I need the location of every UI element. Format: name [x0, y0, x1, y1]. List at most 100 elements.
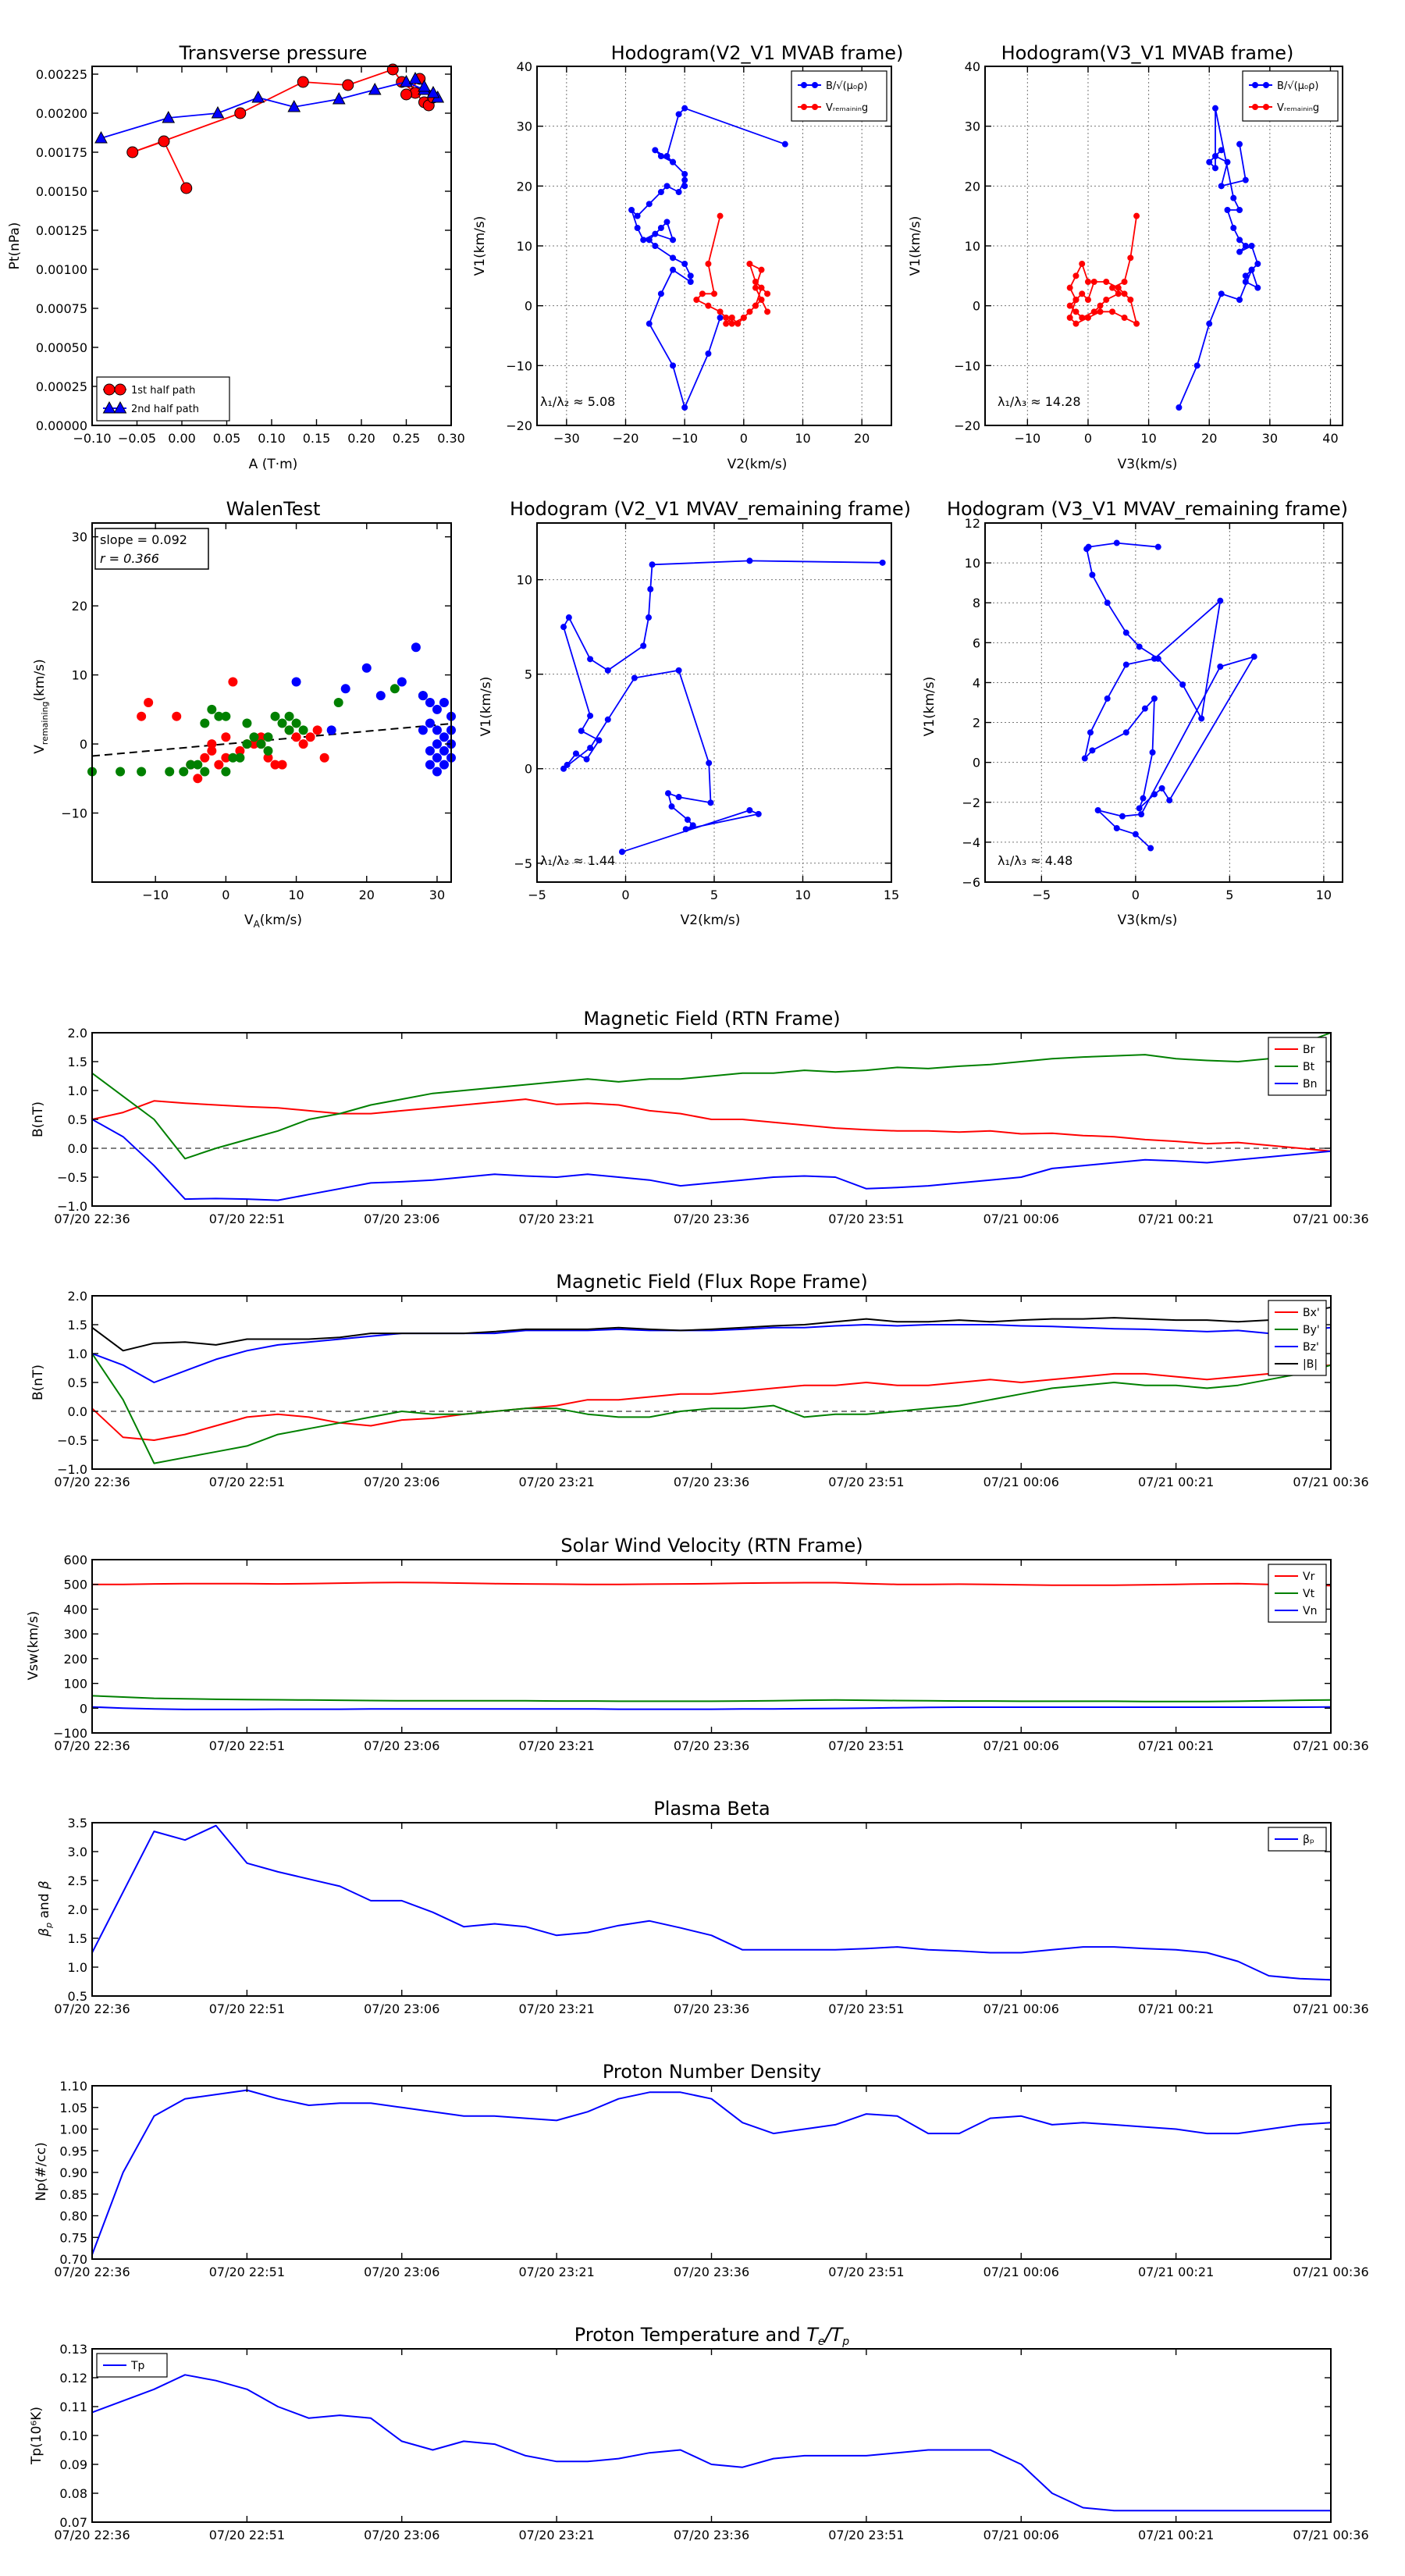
y-tick-label: 8 — [973, 596, 980, 610]
y-tick-label: 0.0 — [68, 1404, 87, 1419]
x-tick-label: 0 — [740, 431, 748, 446]
x-tick-label: 07/20 23:06 — [364, 1475, 439, 1489]
legend-label: Bn — [1303, 1078, 1317, 1091]
x-tick-label: 5 — [710, 888, 718, 902]
data-point — [1103, 279, 1110, 285]
x-tick-label: 07/20 22:51 — [209, 2265, 285, 2279]
x-tick-label: 40 — [1322, 431, 1338, 446]
series-line — [91, 1695, 1332, 1703]
data-point — [560, 624, 567, 631]
legend-label: |B| — [1303, 1358, 1318, 1371]
data-point — [1081, 755, 1088, 762]
x-tick-label: 07/21 00:21 — [1138, 2265, 1214, 2279]
data-point — [668, 803, 675, 810]
x-tick-label: 0.05 — [213, 431, 241, 446]
data-point — [1072, 308, 1080, 315]
legend-label: Bx' — [1303, 1307, 1320, 1319]
series-line — [91, 2089, 1332, 2255]
data-point — [116, 767, 126, 777]
data-point — [1248, 243, 1255, 249]
data-point — [1127, 297, 1134, 303]
x-tick-label: 07/20 23:06 — [364, 1212, 439, 1226]
data-point — [439, 745, 449, 756]
data-point — [298, 739, 308, 749]
data-point — [1236, 297, 1243, 303]
data-point — [333, 698, 343, 707]
data-point — [1176, 404, 1183, 411]
data-point — [657, 225, 664, 231]
data-point — [270, 760, 280, 770]
y-tick-label: 10 — [517, 239, 532, 254]
x-tick-label: 07/21 00:36 — [1293, 2528, 1368, 2542]
data-point — [297, 76, 309, 88]
data-point — [1151, 695, 1158, 702]
x-tick-label: 0.30 — [437, 431, 465, 446]
data-point — [326, 725, 336, 735]
data-point — [298, 725, 308, 735]
x-tick-label: 0 — [222, 888, 229, 902]
y-tick-label: 0.5 — [68, 1989, 87, 2004]
data-point — [408, 71, 422, 84]
data-point — [1140, 795, 1147, 802]
data-point — [1248, 266, 1255, 273]
data-point — [646, 614, 653, 621]
legend-label: B/√(μ₀ρ) — [826, 80, 867, 92]
y-tick-label: −1.0 — [57, 1199, 87, 1214]
data-point — [675, 667, 682, 674]
hodogram-v2-v1-mvab-chart: Hodogram(V2_V1 MVAB frame) V2(km/s) V1(k… — [472, 42, 903, 472]
data-point — [1133, 320, 1140, 327]
x-tick-label: 5 — [1225, 888, 1233, 902]
data-point — [705, 302, 712, 309]
y-tick-label: 40 — [517, 59, 532, 74]
y-tick-label: −100 — [53, 1726, 87, 1741]
chart-title: Hodogram (V2_V1 MVAV_remaining frame) — [510, 498, 911, 520]
data-point — [214, 711, 224, 721]
eigenvalue-ratio-annotation: λ₁/λ₂ ≈ 5.08 — [540, 394, 615, 409]
data-point — [1254, 261, 1261, 267]
data-point — [137, 767, 147, 777]
data-point — [682, 826, 689, 833]
x-tick-label: 10 — [795, 431, 810, 446]
data-point — [397, 677, 407, 687]
legend-label: Vr — [1303, 1571, 1315, 1583]
data-point — [425, 745, 435, 756]
data-point — [1218, 183, 1225, 190]
chart-title: Proton Temperature and Te/Tp — [574, 2324, 850, 2348]
data-point — [425, 718, 435, 728]
legend-label: 1st half path — [131, 385, 195, 397]
x-tick-label: 30 — [429, 888, 445, 902]
y-tick-label: −10 — [954, 358, 980, 373]
x-tick-label: 10 — [1140, 431, 1156, 446]
data-point — [439, 698, 449, 707]
x-tick-label: 07/20 23:06 — [364, 2265, 439, 2279]
x-tick-label: 07/20 22:51 — [209, 1212, 285, 1226]
series-line — [91, 1119, 1332, 1201]
y-tick-label: 1.5 — [68, 1055, 87, 1069]
data-point — [1083, 546, 1090, 553]
x-tick-label: 07/20 22:36 — [54, 1475, 130, 1489]
data-point — [1151, 655, 1158, 662]
data-point — [1138, 811, 1145, 818]
data-point — [746, 807, 753, 813]
data-point — [1242, 279, 1249, 285]
data-point — [1090, 279, 1097, 285]
x-tick-label: 0.20 — [347, 431, 375, 446]
data-point — [1097, 302, 1104, 309]
data-point — [179, 767, 189, 777]
data-point — [596, 737, 603, 744]
data-point — [717, 308, 724, 315]
data-point — [375, 691, 386, 701]
data-point — [1166, 797, 1173, 804]
data-point — [228, 753, 238, 763]
plot-data — [91, 1582, 1332, 1710]
y-tick-label: −20 — [506, 418, 532, 433]
series-line — [91, 1706, 1332, 1710]
legend-marker — [1252, 82, 1258, 88]
data-point — [251, 90, 265, 103]
data-point — [207, 739, 217, 749]
data-point — [439, 760, 449, 770]
plot-data — [91, 1824, 1332, 1981]
y-tick-label: 0.00025 — [36, 379, 87, 394]
y-tick-label: 600 — [63, 1553, 87, 1567]
data-point — [565, 614, 572, 621]
